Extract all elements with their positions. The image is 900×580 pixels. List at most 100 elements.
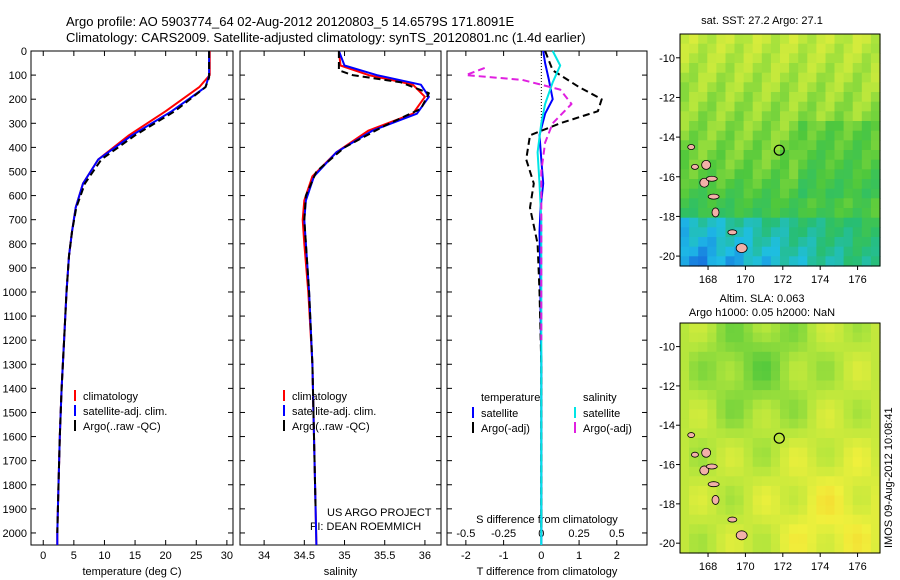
map_sla-cell <box>834 438 845 449</box>
map_sst-cell <box>770 169 781 180</box>
map_sla-cell <box>816 380 827 391</box>
map_sla-cell <box>807 399 817 410</box>
map_sst-cell <box>680 169 690 180</box>
map_sla-cell <box>716 495 727 506</box>
map_sst-cell <box>852 130 863 141</box>
map_sst-cell <box>861 169 872 180</box>
map_sst-cell <box>689 82 699 93</box>
map_sst-cell <box>725 208 736 219</box>
map_sla-cell <box>798 457 808 468</box>
map_sst-island <box>727 229 738 236</box>
map_sla-cell <box>743 438 754 449</box>
map_sst-cell <box>870 227 881 238</box>
map_sla-cell <box>870 428 881 439</box>
map_sla-cell <box>798 390 808 401</box>
map_sla-cell <box>825 390 836 401</box>
map_sst-cell <box>725 246 736 257</box>
map_sla-cell <box>807 332 817 343</box>
map_sla-cell <box>816 428 827 439</box>
map_sla-cell <box>798 447 808 458</box>
map_sst-cell <box>743 198 754 209</box>
map_sla-cell <box>870 514 881 525</box>
map_sst-cell <box>734 140 745 151</box>
map_sst-cell <box>680 217 690 228</box>
map_sst-cell <box>761 198 772 209</box>
map_sst-cell <box>698 237 708 248</box>
diff-legend-label: Argo(-adj) <box>481 423 530 435</box>
map_sst-cell <box>843 72 854 83</box>
map_sla-cell <box>789 323 799 334</box>
map_sla-cell <box>816 351 827 362</box>
map_sla-cell <box>780 342 790 353</box>
map_sst-cell <box>861 101 872 112</box>
map_sla-cell <box>798 514 808 525</box>
map_sla-island <box>727 516 738 523</box>
map_sst-cell <box>870 159 881 170</box>
salinity-series-argo-raw-qc- <box>303 51 430 509</box>
map_sst-cell <box>689 179 699 190</box>
map_sst-cell <box>843 227 854 238</box>
map_sst-cell <box>852 63 863 74</box>
map_sst-cell <box>716 237 727 248</box>
map_sla-cell <box>825 438 836 449</box>
map_sst-cell <box>743 101 754 112</box>
map_sst-cell <box>698 34 708 45</box>
map_sla-cell <box>680 543 690 554</box>
map_sst-cell <box>870 130 881 141</box>
map_sst-cell <box>761 34 772 45</box>
map_sla-island <box>699 465 710 476</box>
map_sst-cell <box>780 121 790 132</box>
salinity-series-climatology <box>301 50 426 546</box>
map_sst-cell <box>734 188 745 199</box>
map_sla-island <box>687 432 696 438</box>
map_sst-cell <box>798 246 808 257</box>
map_sst-cell <box>680 188 690 199</box>
map_sla-cell <box>725 438 736 449</box>
map_sst-cell <box>752 130 763 141</box>
map_sla-cell <box>852 418 863 429</box>
depth-tick-label: 100 <box>9 70 27 82</box>
map_sst-cell <box>734 72 745 83</box>
map_sst-cell <box>689 256 699 267</box>
map_sla-cell <box>734 380 745 391</box>
map_sst-cell <box>798 150 808 161</box>
map_sla-cell <box>734 342 745 353</box>
map_sla-cell <box>870 409 881 420</box>
map_sla-cell <box>761 476 772 487</box>
map_sst-cell <box>770 101 781 112</box>
map_sst-cell <box>843 208 854 219</box>
map_sst-cell <box>734 179 745 190</box>
map_sst-cell <box>816 43 827 54</box>
map_sla-cell <box>843 399 854 410</box>
map_sla-cell <box>789 370 799 382</box>
map_sla-cell <box>689 380 699 391</box>
map_sst-cell <box>725 92 736 103</box>
map_sst-cell <box>789 34 799 45</box>
map_sst-cell <box>716 130 727 141</box>
salinity-legend-label: climatology <box>292 391 348 403</box>
map_sst-cell <box>761 179 772 190</box>
map_sla-cell <box>870 495 881 506</box>
map_sst-cell <box>752 121 763 132</box>
map_sla-cell <box>789 418 799 429</box>
depth-tick-label: 1700 <box>3 456 27 468</box>
map_sla-cell <box>752 514 763 525</box>
map_sla-cell <box>770 418 781 429</box>
map_sla-cell <box>716 428 727 439</box>
map_sst-cell <box>698 63 708 74</box>
map_sst-cell <box>752 246 763 257</box>
map_sla-cell <box>716 418 727 429</box>
map_sst-cell <box>716 217 727 228</box>
map_sst-cell <box>716 159 727 170</box>
map_sla-cell <box>825 505 836 516</box>
map_sla-cell <box>752 533 763 544</box>
map_sst-cell <box>698 140 708 151</box>
map_sla-cell <box>734 409 745 420</box>
map_sst-cell <box>816 179 827 190</box>
map_sst-cell <box>825 246 836 257</box>
map_sst-cell <box>780 208 790 219</box>
map_sla-cell <box>780 428 790 439</box>
map_sst-ytick-label: -18 <box>659 211 675 223</box>
map_sla-cell <box>725 361 736 372</box>
map_sst-cell <box>743 246 754 257</box>
